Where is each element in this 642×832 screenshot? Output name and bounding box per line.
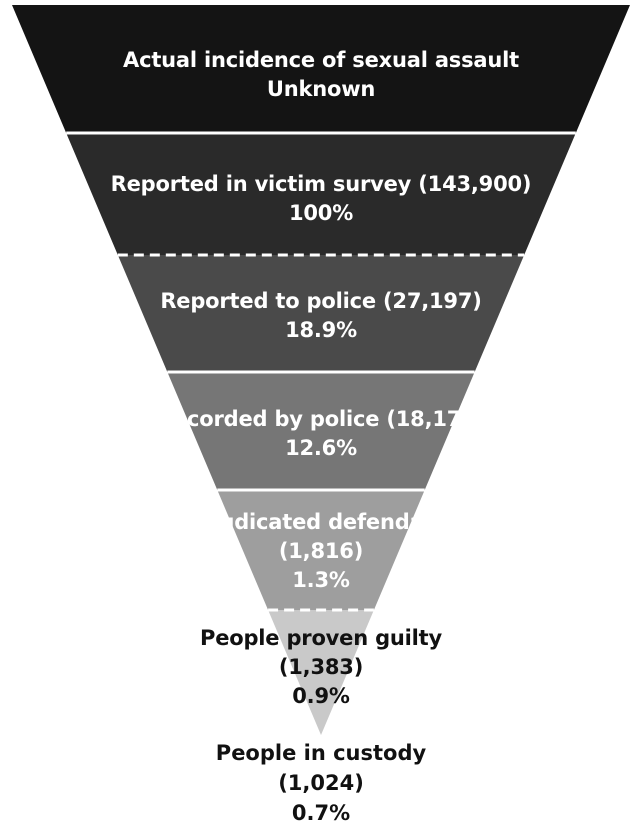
band-victim-survey bbox=[66, 133, 576, 255]
level-recorded-by-police-label: Recorded by police (18,172) 12.6% bbox=[157, 407, 485, 460]
band-recorded-by-police bbox=[167, 372, 475, 490]
band-proven-guilty bbox=[268, 610, 374, 735]
band-reported-to-police bbox=[117, 255, 525, 372]
people-in-custody-label: People in custody (1,024) 0.7% bbox=[215, 741, 427, 825]
band-actual-incidence bbox=[12, 5, 630, 133]
level-victim-survey-label: Reported in victim survey (143,900) 100% bbox=[110, 172, 532, 225]
level-adjudicated-defendants-label: Adjudicated defendants (1,816) 1.3% bbox=[181, 510, 461, 592]
level-proven-guilty-label: People proven guilty (1,383) 0.9% bbox=[200, 626, 442, 708]
level-actual-incidence-label: Actual incidence of sexual assault Unkno… bbox=[123, 48, 519, 101]
level-reported-to-police-label: Reported to police (27,197) 18.9% bbox=[160, 289, 482, 342]
band-adjudicated-defendants bbox=[217, 490, 425, 610]
